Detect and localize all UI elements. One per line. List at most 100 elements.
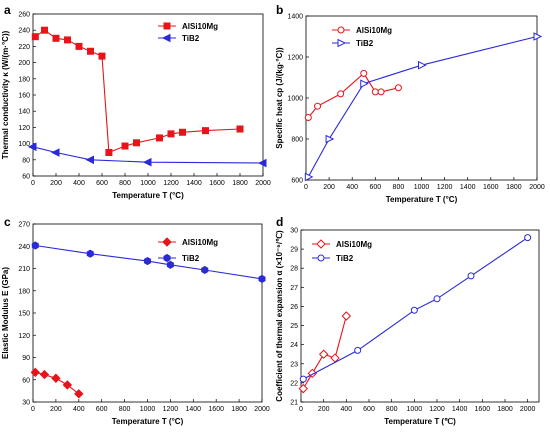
legend-label: TiB2 [356, 39, 374, 48]
data-point [360, 69, 368, 77]
legend-entry: TiB2 [332, 38, 374, 48]
x-tick-label: 200 [50, 180, 62, 187]
data-point [371, 88, 379, 96]
data-point [433, 295, 441, 303]
y-tick-label: 22 [290, 380, 298, 387]
data-point [314, 102, 322, 110]
x-tick-label: 200 [50, 406, 62, 413]
x-tick-label: 0 [304, 184, 308, 191]
y-tick-label: 600 [291, 178, 303, 185]
data-point [377, 88, 385, 96]
x-tick-label: 1600 [209, 180, 225, 187]
legend-entry: AlSi10Mg [158, 22, 218, 31]
legend-marker [161, 33, 171, 43]
x-tick-label: 400 [73, 406, 85, 413]
series-alsi10mg [304, 69, 402, 121]
series-tib2 [299, 234, 532, 383]
x-tick-label: 600 [96, 406, 108, 413]
legend-marker [163, 253, 171, 263]
x-tick-label: 1400 [186, 180, 202, 187]
x-tick-label: 200 [318, 406, 330, 413]
panel-letter: c [4, 215, 11, 229]
y-tick-label: 140 [18, 109, 30, 116]
x-tick-label: 1000 [140, 180, 156, 187]
series-tib2 [27, 142, 267, 168]
x-tick-label: 1000 [140, 406, 156, 413]
data-point [62, 380, 73, 390]
y-tick-label: 26 [290, 304, 298, 311]
data-point [318, 349, 329, 359]
x-tick-label: 1000 [407, 406, 423, 413]
data-point [257, 158, 267, 168]
x-axis-label: Temperature T (°C) [112, 417, 184, 426]
data-point [410, 306, 418, 314]
data-point [105, 149, 113, 157]
data-point [467, 272, 475, 280]
data-point [167, 130, 175, 138]
legend-marker [317, 254, 325, 262]
legend-label: AlSi10Mg [182, 22, 218, 31]
y-tick-label: 24 [290, 342, 298, 349]
chart-panel-d: d 0 200 400 600 800 1000 1200 1400 1600 1800 2000 21… [275, 215, 540, 426]
data-point [179, 128, 186, 136]
x-tick-label: 1800 [506, 184, 522, 191]
data-point [98, 52, 106, 60]
data-point [87, 47, 94, 55]
data-point [51, 373, 61, 383]
y-tick-label: 80 [22, 157, 30, 164]
x-tick-label: 1200 [163, 180, 179, 187]
y-tick-label: 260 [18, 12, 30, 19]
x-tick-label: 1400 [452, 406, 468, 413]
x-axis-label: Temperature T (℃) [384, 417, 456, 426]
legend-label: AlSi10Mg [356, 26, 392, 35]
y-tick-label: 27 [290, 285, 298, 292]
x-tick-label: 1800 [231, 406, 247, 413]
data-point [85, 155, 94, 165]
data-point [418, 60, 427, 70]
y-tick-label: 240 [18, 244, 30, 251]
x-tick-label: 0 [31, 180, 35, 187]
legend-entry: AlSi10Mg [312, 239, 372, 249]
data-point [64, 36, 71, 44]
data-point [75, 42, 83, 50]
x-tick-label: 0 [31, 406, 35, 413]
legend-marker [337, 26, 345, 34]
data-point [304, 172, 314, 182]
data-point [39, 369, 50, 380]
data-point [31, 241, 39, 250]
legend-entry: AlSi10Mg [332, 26, 392, 35]
y-tick-label: 120 [18, 333, 30, 340]
series-alsi10mg [30, 367, 84, 399]
x-tick-label: 1200 [163, 406, 179, 413]
x-tick-label: 2000 [255, 180, 271, 187]
legend-label: AlSi10Mg [182, 238, 218, 247]
x-tick-label: 2000 [254, 406, 270, 413]
x-tick-label: 1800 [497, 406, 513, 413]
series-line [307, 72, 399, 118]
data-point [133, 139, 140, 147]
y-tick-label: 100 [18, 141, 30, 148]
data-point [354, 346, 362, 354]
data-point [142, 157, 152, 167]
data-point [52, 34, 60, 42]
plot-frame [300, 229, 540, 403]
x-tick-label: 2000 [529, 184, 545, 191]
y-tick-label: 200 [18, 60, 30, 67]
x-tick-label: 1400 [186, 406, 202, 413]
y-tick-label: 28 [290, 266, 298, 273]
series-line [307, 35, 538, 178]
x-tick-label: 2000 [520, 406, 536, 413]
data-point [524, 234, 532, 242]
series-alsi10mg [31, 26, 244, 157]
panel-letter: d [276, 215, 283, 229]
legend-entry: TiB2 [158, 33, 200, 43]
y-tick-label: 29 [290, 247, 298, 254]
data-point [533, 32, 543, 41]
legend-label: TiB2 [182, 34, 200, 43]
data-point [86, 249, 94, 258]
chart-panel-c: c 0 200 400 600 800 1000 1200 1400 1600 1800 2000 30… [1, 215, 270, 426]
y-tick-label: 240 [18, 28, 30, 35]
x-tick-label: 1600 [483, 184, 499, 191]
data-point [27, 142, 37, 152]
